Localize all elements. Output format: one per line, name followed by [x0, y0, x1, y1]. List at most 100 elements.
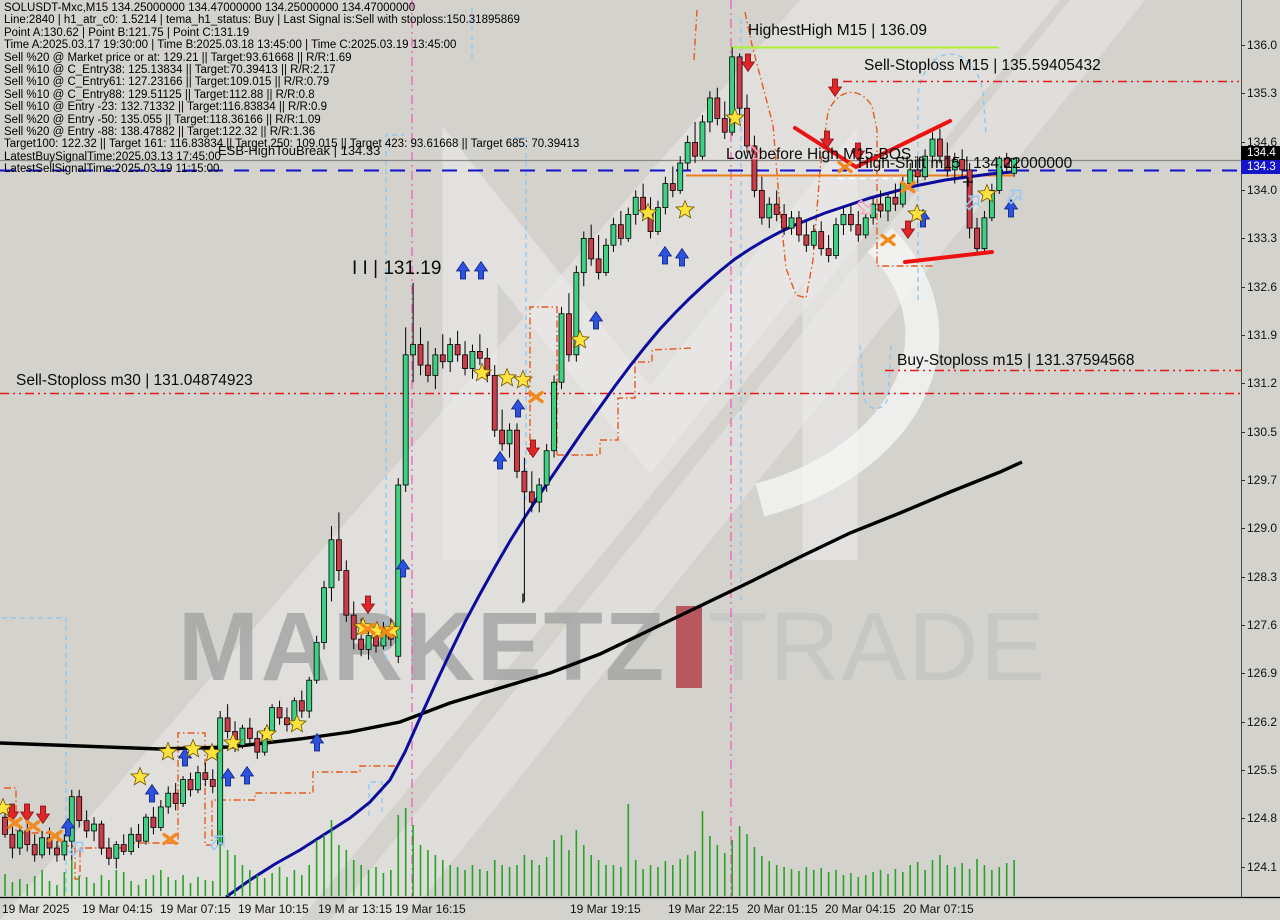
price-tick-label: 131.2 — [1247, 376, 1278, 390]
star-signal-icon — [906, 203, 928, 223]
tick-mark — [1241, 142, 1245, 143]
tick-mark — [1241, 238, 1245, 239]
time-axis[interactable]: 19 Mar 2025 19 Mar 04:15 19 Mar 07:15 19 Ma… — [0, 899, 1280, 920]
black-ma-line — [0, 460, 1023, 751]
price-tick-label: 135.3 — [1247, 86, 1278, 100]
star-signal-icon — [222, 732, 244, 752]
time-tick-label: 19 Mar 19:15 — [570, 902, 641, 916]
time-tick-label: 20 Mar 04:15 — [825, 902, 896, 916]
tick-mark — [1241, 287, 1245, 288]
indicator-envelopes — [2, 4, 987, 897]
price-tick: 132.6 — [1241, 280, 1280, 294]
time-tick-label: 20 Mar 07:15 — [903, 902, 974, 916]
signal-price-box: 134.3 — [1241, 160, 1280, 174]
hollow-up-arrow-icon — [68, 841, 84, 857]
price-tick-label: 126.9 — [1247, 666, 1278, 680]
label-sell-stoploss-m15: Sell-Stoploss M15 | 135.59405432 — [864, 57, 1101, 74]
price-tick-label: 129.7 — [1247, 473, 1278, 487]
tick-mark — [1241, 625, 1245, 626]
info-line: LatestBuySignalTime:2025.03.13 17:45:00 — [4, 150, 221, 163]
tick-mark — [1241, 432, 1245, 433]
price-tick-label: 131.9 — [1247, 328, 1278, 342]
price-tick-label: 129.0 — [1247, 521, 1278, 535]
label-highest-high: HighestHigh M15 | 136.09 — [748, 22, 927, 39]
star-signal-icon — [724, 107, 746, 127]
price-tick: 135.3 — [1241, 86, 1280, 100]
star-signal-icon — [129, 766, 151, 786]
price-tick-label: 126.2 — [1247, 715, 1278, 729]
info-line: Sell %10 @ C_Entry88: 129.51125 || Targe… — [4, 88, 315, 101]
hollow-down-arrow-icon — [856, 199, 872, 215]
level-lines — [0, 46, 1241, 395]
price-tick: 126.9 — [1241, 666, 1280, 680]
star-signal-icon — [256, 723, 278, 743]
tick-mark — [1241, 45, 1245, 46]
time-tick-label: 19 Mar 07:15 — [160, 902, 231, 916]
label-buy-stoploss-m15: Buy-Stoploss m15 | 131.37594568 — [897, 352, 1135, 369]
hollow-up-arrow-icon — [964, 195, 980, 211]
tick-mark — [1241, 867, 1245, 868]
price-tick: 127.6 — [1241, 618, 1280, 632]
price-tick-label: 124.8 — [1247, 811, 1278, 825]
price-tick: 126.2 — [1241, 715, 1280, 729]
price-axis[interactable]: 134.4 134.3 136.0 135.3 134.6 134.0 133.3 132… — [1241, 0, 1280, 897]
info-line: Sell %20 @ Market price or at: 129.21 ||… — [4, 51, 352, 64]
price-tick-label: 128.3 — [1247, 570, 1278, 584]
price-tick-label: 136.0 — [1247, 38, 1278, 52]
watermark: MARKETZ TRADE — [178, 598, 1047, 695]
label-esb-break: ESB-HighTouBreak | 134.33 — [218, 143, 381, 158]
info-block: SOLUSDT-Mxc,M15 134.25000000 134.4700000… — [4, 2, 579, 176]
star-signal-icon — [976, 183, 998, 203]
price-tick: 129.7 — [1241, 473, 1280, 487]
time-tick-label: 19 Mar 10:15 — [238, 902, 309, 916]
tick-mark — [1241, 528, 1245, 529]
price-tick-label: 125.5 — [1247, 763, 1278, 777]
tick-mark — [1241, 335, 1245, 336]
price-tick: 133.3 — [1241, 231, 1280, 245]
info-line: Point A:130.62 | Point B:121.75 | Point … — [4, 26, 250, 39]
price-tick: 131.9 — [1241, 328, 1280, 342]
tick-mark — [1241, 93, 1245, 94]
price-tick: 125.5 — [1241, 763, 1280, 777]
time-tick-label: 19 Mar 22:15 — [668, 902, 739, 916]
label-sell-stoploss-m30: Sell-Stoploss m30 | 131.04874923 — [16, 372, 253, 389]
signal-markers: I — [0, 53, 1022, 857]
time-tick-label: 19 Mar 04:15 — [82, 902, 153, 916]
tick-mark — [1241, 383, 1245, 384]
tick-mark — [1241, 770, 1245, 771]
tick-mark — [1241, 722, 1245, 723]
tick-mark — [1241, 480, 1245, 481]
star-signal-icon — [182, 738, 204, 758]
star-signal-icon — [0, 797, 14, 817]
info-line: SOLUSDT-Mxc,M15 134.25000000 134.4700000… — [4, 2, 416, 14]
price-tick-label: 130.5 — [1247, 425, 1278, 439]
hollow-up-arrow-icon — [1006, 189, 1022, 205]
price-tick: 124.8 — [1241, 811, 1280, 825]
info-line: Sell %20 @ Entry -88: 138.47882 || Targe… — [4, 126, 316, 139]
price-tick: 134.6 — [1241, 135, 1280, 149]
price-tick: 131.2 — [1241, 376, 1280, 390]
diagonal-band — [330, 0, 1145, 920]
bos-trendlines — [793, 119, 994, 264]
tick-mark — [1241, 577, 1245, 578]
tick-mark — [1241, 673, 1245, 674]
info-line: Sell %10 @ C_Entry38: 125.13834 || Targe… — [4, 64, 336, 77]
time-tick-label: 19 Mar 2025 — [2, 902, 70, 916]
star-signal-icon — [496, 367, 518, 387]
price-tick-label: 124.1 — [1247, 860, 1278, 874]
watermark-brand-right: TRADE — [708, 592, 1047, 701]
price-tick-label: 132.6 — [1247, 280, 1278, 294]
star-signal-icon — [512, 369, 534, 389]
tick-mark — [1241, 818, 1245, 819]
watermark-red-bar — [676, 606, 703, 688]
info-line: LatestSellSignalTime:2025.03.19 11:15:00 — [4, 163, 220, 176]
star-signal-icon — [201, 742, 223, 762]
price-tick: 134.0 — [1241, 183, 1280, 197]
price-tick: 130.5 — [1241, 425, 1280, 439]
star-signal-icon — [637, 202, 659, 222]
price-tick-label: 134.6 — [1247, 135, 1278, 149]
time-tick-label: 20 Mar 01:15 — [747, 902, 818, 916]
